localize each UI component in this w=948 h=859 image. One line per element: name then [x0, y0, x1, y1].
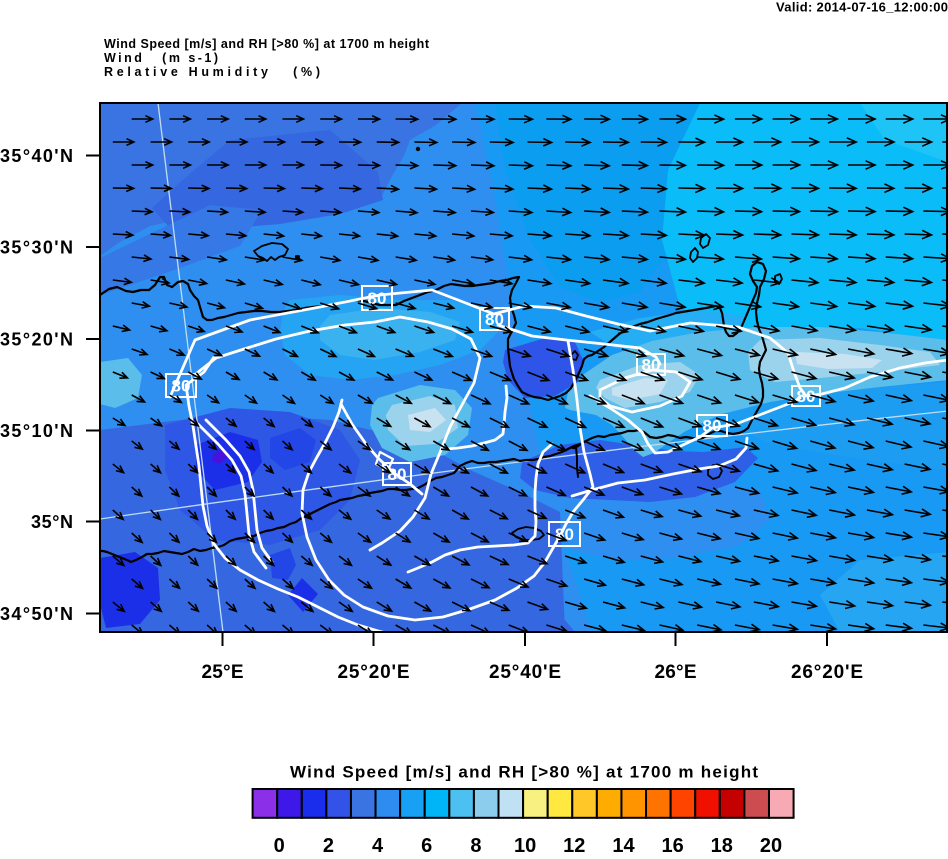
svg-text:80: 80	[485, 310, 504, 329]
svg-text:80: 80	[368, 289, 387, 308]
svg-text:35°20'N: 35°20'N	[0, 330, 73, 350]
svg-text:35°10'N: 35°10'N	[0, 421, 73, 441]
svg-text:8: 8	[470, 835, 481, 854]
svg-text:25°E: 25°E	[202, 662, 244, 683]
svg-text:10: 10	[514, 835, 536, 854]
svg-text:35°40'N: 35°40'N	[0, 146, 73, 166]
svg-text:80: 80	[555, 525, 574, 544]
svg-text:80: 80	[797, 387, 816, 406]
svg-text:6: 6	[421, 835, 432, 854]
svg-text:4: 4	[372, 835, 384, 854]
svg-text:20: 20	[760, 835, 782, 854]
svg-text:0: 0	[274, 835, 285, 854]
svg-text:26°E: 26°E	[655, 662, 697, 683]
svg-text:25°20'E: 25°20'E	[338, 662, 410, 683]
svg-text:2: 2	[323, 835, 334, 854]
svg-text:80: 80	[703, 417, 722, 436]
svg-text:Valid: 2014-07-16_12:00:00: Valid: 2014-07-16_12:00:00	[776, 0, 948, 15]
svg-text:35°N: 35°N	[31, 512, 73, 532]
svg-text:Wind Speed [m/s] and RH [>80 %: Wind Speed [m/s] and RH [>80 %] at 1700 …	[104, 37, 430, 51]
svg-text:14: 14	[612, 835, 635, 854]
svg-text:80: 80	[388, 465, 407, 484]
svg-text:25°40'E: 25°40'E	[489, 662, 561, 683]
svg-text:80: 80	[172, 377, 191, 396]
svg-text:34°50'N: 34°50'N	[0, 604, 73, 624]
svg-text:12: 12	[563, 835, 585, 854]
svg-text:Relative Humidity (%): Relative Humidity (%)	[104, 65, 320, 79]
svg-text:80: 80	[642, 356, 661, 375]
svg-text:35°30'N: 35°30'N	[0, 238, 73, 258]
svg-text:26°20'E: 26°20'E	[791, 662, 863, 683]
svg-text:18: 18	[711, 835, 733, 854]
svg-text:16: 16	[661, 835, 683, 854]
